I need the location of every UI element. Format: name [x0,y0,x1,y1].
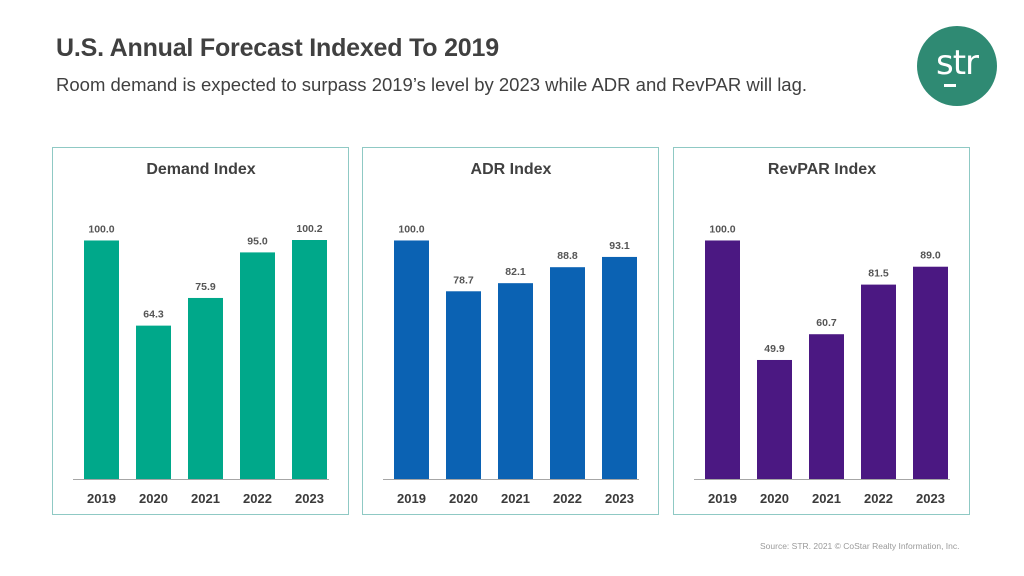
demand-index-bar-2020 [136,325,171,479]
adr-index-data-label: 78.7 [453,274,474,286]
demand-index-data-label: 75.9 [195,281,216,293]
adr-index-x-tick-label: 2019 [397,491,426,506]
adr-index-data-label: 82.1 [505,266,526,278]
revpar-index-bar-2019 [705,240,740,479]
revpar-index-bar-2020 [757,359,792,479]
revpar-index-chart: RevPAR Index 100.0 2019 49.9 2020 60.7 2021 81.… [694,161,950,506]
adr-index-bar-2022 [550,267,585,479]
adr-index-x-tick-label: 2020 [449,491,478,506]
demand-index-data-label: 100.0 [88,223,114,235]
adr-index-chart: ADR Index 100.0 2019 78.7 2020 82.1 2021 88.8 20… [383,161,639,506]
adr-index-bar-2019 [394,240,429,479]
revpar-index-bar-2021 [809,334,844,479]
adr-index-data-label: 100.0 [398,223,424,235]
adr-index-x-tick-label: 2022 [553,491,582,506]
revpar-index-bar-2022 [861,284,896,479]
page-subtitle: Room demand is expected to surpass 2019’… [56,74,808,95]
demand-index-panel: Demand Index 100.0 2019 64.3 2020 75.9 2021 95.… [52,147,349,515]
adr-index-x-tick-label: 2021 [501,491,530,506]
demand-index-bar-2021 [188,297,223,479]
demand-index-x-tick-label: 2020 [139,491,168,506]
demand-index-data-label: 95.0 [247,235,268,247]
demand-index-title: Demand Index [146,161,255,178]
demand-index-x-tick-label: 2021 [191,491,220,506]
revpar-index-data-label: 89.0 [920,250,941,262]
logo-text: str [935,43,979,83]
adr-index-bar-2023 [602,256,637,479]
demand-index-bar-2023 [292,240,327,479]
revpar-index-data-label: 100.0 [709,223,735,235]
revpar-index-x-tick-label: 2021 [812,491,841,506]
revpar-index-data-label: 60.7 [816,317,837,329]
revpar-index-panel: RevPAR Index 100.0 2019 49.9 2020 60.7 2021 81.… [673,147,970,515]
demand-index-chart: Demand Index 100.0 2019 64.3 2020 75.9 2021 95.… [73,161,329,506]
adr-index-bar-2020 [446,291,481,479]
demand-index-x-tick-label: 2023 [295,491,324,506]
revpar-index-x-tick-label: 2022 [864,491,893,506]
revpar-index-title: RevPAR Index [768,161,876,178]
str-logo: str [917,26,997,106]
demand-index-bar-2022 [240,252,275,479]
adr-index-x-tick-label: 2023 [605,491,634,506]
demand-index-x-tick-label: 2022 [243,491,272,506]
source-note: Source: STR. 2021 © CoStar Realty Inform… [760,541,960,551]
revpar-index-x-tick-label: 2023 [916,491,945,506]
revpar-index-bar-2023 [913,266,948,479]
adr-index-data-label: 88.8 [557,250,578,262]
revpar-index-data-label: 81.5 [868,268,889,280]
demand-index-x-tick-label: 2019 [87,491,116,506]
adr-index-data-label: 93.1 [609,240,630,252]
page-title: U.S. Annual Forecast Indexed To 2019 [56,34,499,62]
logo-underline [944,84,956,87]
adr-index-title: ADR Index [471,161,552,178]
demand-index-bar-2019 [84,240,119,479]
adr-index-bar-2021 [498,283,533,479]
revpar-index-x-tick-label: 2020 [760,491,789,506]
revpar-index-data-label: 49.9 [764,343,785,355]
revpar-index-x-tick-label: 2019 [708,491,737,506]
adr-index-panel: ADR Index 100.0 2019 78.7 2020 82.1 2021 88.8 20… [362,147,659,515]
demand-index-data-label: 100.2 [296,223,322,235]
demand-index-data-label: 64.3 [143,309,164,321]
